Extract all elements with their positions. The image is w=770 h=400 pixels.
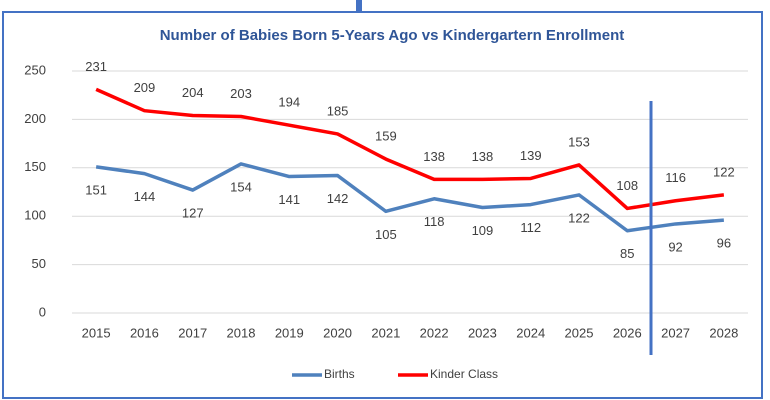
data-label: 141 [278,192,300,207]
data-label: 122 [713,164,735,179]
data-label: 194 [278,95,300,110]
x-tick-label: 2016 [130,325,159,340]
x-tick-label: 2024 [516,325,545,340]
data-label: 139 [520,148,542,163]
data-label: 127 [182,206,204,221]
data-label: 153 [568,134,590,149]
frame-stub [356,0,362,13]
x-tick-label: 2020 [323,325,352,340]
data-label: 112 [520,220,541,235]
data-label: 138 [423,149,445,164]
data-label: 204 [182,85,204,100]
data-label: 144 [134,189,156,204]
data-label: 138 [472,149,494,164]
data-label: 85 [620,246,634,261]
data-label: 151 [85,182,107,197]
data-label: 105 [375,227,397,242]
x-tick-label: 2027 [661,325,690,340]
data-label: 159 [375,129,397,144]
x-tick-label: 2026 [613,325,642,340]
legend-label: Kinder Class [430,367,498,381]
y-tick-label: 150 [24,159,46,174]
x-tick-label: 2018 [227,325,256,340]
plot-area: 0 50 100 150 200 250 2015 2016 2017 2018 2019 2020 2… [24,59,748,340]
data-label: 116 [665,170,686,185]
data-label: 122 [568,210,590,225]
data-label: 154 [230,179,252,194]
data-label: 185 [327,103,349,118]
data-label: 96 [717,236,731,251]
x-tick-label: 2023 [468,325,497,340]
y-tick-label: 200 [24,111,46,126]
data-label: 109 [472,223,494,238]
data-label: 203 [230,86,252,101]
legend-label: Births [324,367,355,381]
x-tick-label: 2028 [709,325,738,340]
data-label: 118 [424,214,445,229]
x-tick-label: 2025 [565,325,594,340]
data-label: 142 [327,191,349,206]
y-tick-label: 0 [39,304,46,319]
data-label: 108 [616,178,638,193]
series-line [95,87,725,211]
x-tick-label: 2015 [82,325,111,340]
x-tick-label: 2019 [275,325,304,340]
data-label: 92 [668,239,682,254]
series-line [95,162,724,233]
y-tick-label: 100 [24,208,46,223]
y-tick-label: 50 [32,256,46,271]
y-tick-label: 250 [24,62,46,77]
data-label: 231 [85,59,107,74]
data-label: 209 [134,80,156,95]
chart-frame [2,11,763,399]
chart-title: Number of Babies Born 5-Years Ago vs Kin… [160,27,625,44]
x-tick-label: 2021 [371,325,400,340]
x-tick-label: 2022 [420,325,449,340]
x-tick-label: 2017 [178,325,207,340]
